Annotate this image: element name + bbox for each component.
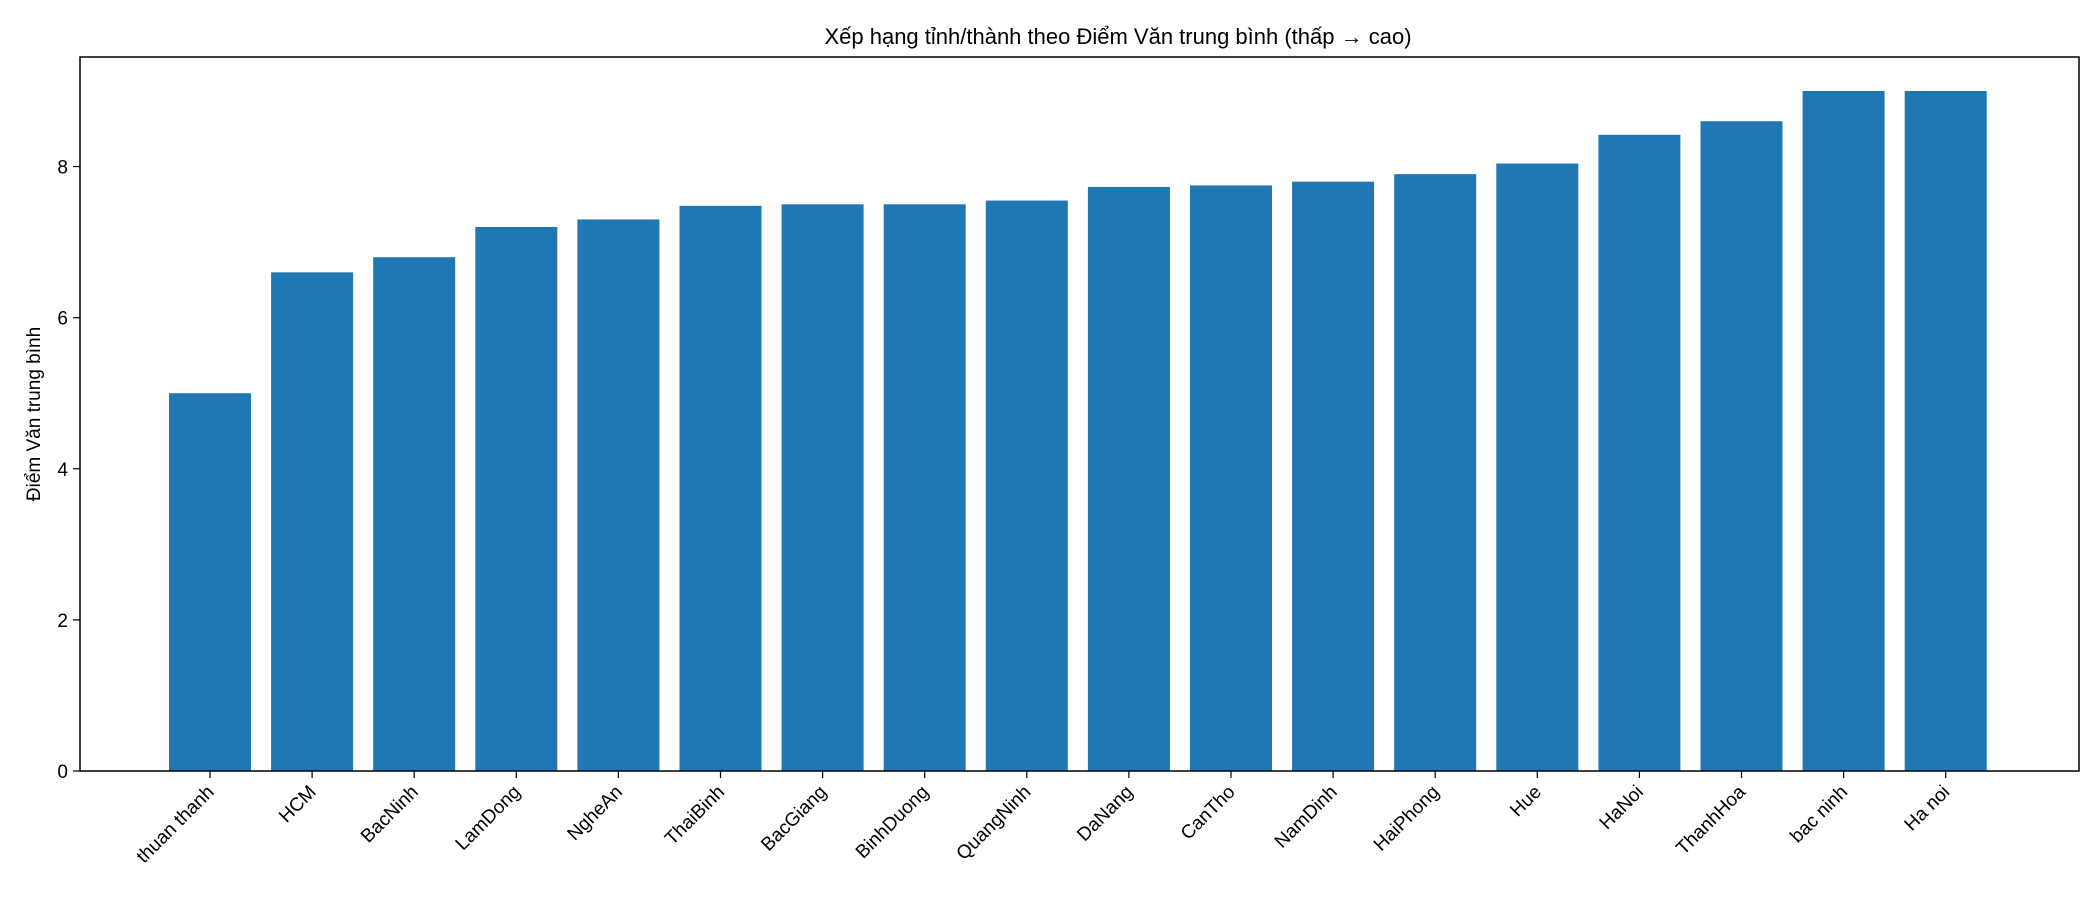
bar	[475, 227, 558, 771]
x-tick-label: ThaiBinh	[661, 782, 729, 850]
x-tick-label: ThanhHoa	[1672, 781, 1750, 859]
bar	[1802, 91, 1885, 771]
bar	[985, 200, 1068, 772]
bar	[1598, 134, 1681, 772]
y-axis: 0 2 4 6 8	[57, 158, 80, 783]
bar	[1700, 121, 1783, 771]
y-tick-label: 2	[57, 611, 68, 632]
bar	[271, 272, 354, 771]
x-tick-label: BacGiang	[757, 782, 831, 856]
x-tick-label: thuan thanh	[133, 782, 219, 868]
x-tick-label: BacNinh	[357, 782, 423, 848]
x-tick-label: HCM	[275, 782, 320, 827]
y-axis-label: Điểm Văn trung bình	[24, 327, 45, 501]
bar	[169, 393, 251, 771]
x-tick-label: DaNang	[1073, 782, 1137, 846]
x-axis: thuan thanh HCM BacNinh LamDong NgheAn ThaiBi…	[133, 771, 1955, 868]
plot-frame	[79, 56, 2080, 772]
bar	[1292, 181, 1375, 771]
bar	[1394, 174, 1477, 772]
x-tick-label: bac ninh	[1786, 782, 1852, 848]
x-tick-label: NgheAn	[564, 782, 627, 845]
x-tick-label: HaiPhong	[1370, 782, 1444, 856]
bar	[883, 204, 966, 772]
bar	[577, 219, 660, 771]
x-tick-label: NamDinh	[1271, 782, 1342, 853]
x-tick-label: Ha noi	[1901, 782, 1955, 836]
y-tick-label: 4	[57, 460, 68, 481]
bar	[1190, 185, 1272, 771]
bar	[781, 204, 864, 772]
x-tick-label: LamDong	[452, 782, 525, 855]
y-tick-label: 0	[57, 762, 68, 783]
bar	[679, 205, 762, 771]
bar	[1087, 186, 1170, 771]
bar	[1496, 163, 1579, 772]
y-tick-label: 8	[57, 158, 68, 179]
chart-title: Xếp hạng tỉnh/thành theo Điểm Văn trung …	[824, 24, 1411, 49]
y-tick-label: 6	[57, 309, 68, 330]
bar	[1904, 91, 1987, 771]
x-tick-label: CanTho	[1177, 782, 1240, 845]
x-tick-label: Hue	[1506, 782, 1545, 821]
x-tick-label: BinhDuong	[852, 782, 933, 863]
x-tick-label: HaNoi	[1596, 782, 1648, 834]
bar	[373, 257, 456, 771]
x-tick-label: QuangNinh	[953, 782, 1036, 865]
bars-layer	[169, 91, 1987, 772]
